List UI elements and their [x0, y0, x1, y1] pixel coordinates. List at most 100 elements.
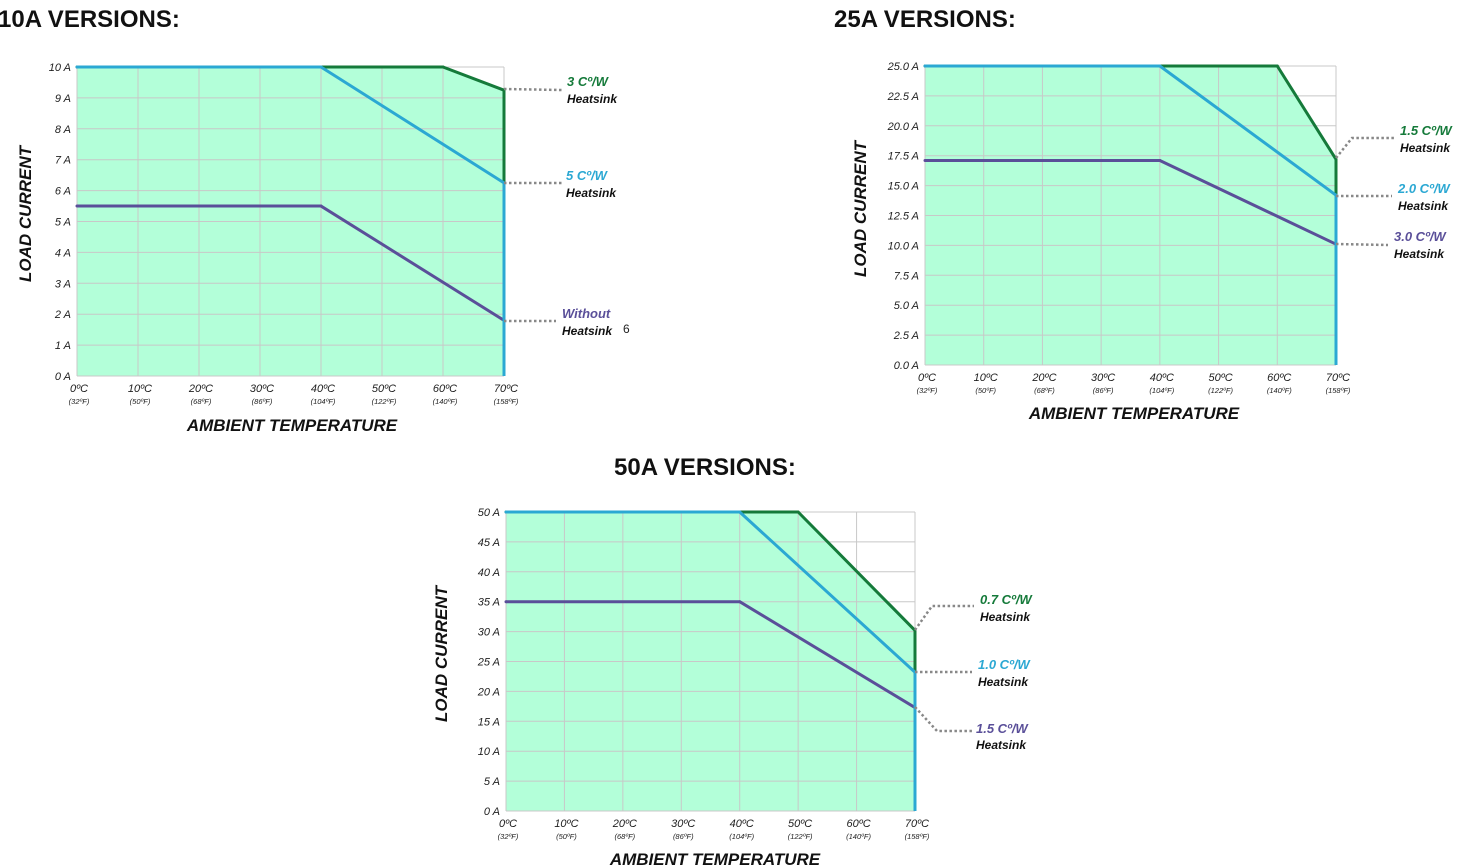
- x-tick-label: 0ºC: [918, 372, 936, 384]
- y-tick-label: 0 A: [484, 806, 500, 818]
- x-tick-sublabel: (158ºF): [494, 397, 519, 406]
- x-tick-label: 60ºC: [433, 383, 457, 395]
- y-tick-label: 5 A: [55, 217, 71, 229]
- annotation-rating: Without: [562, 306, 611, 321]
- x-tick-label: 10ºC: [554, 818, 578, 830]
- annotation-rating: 5 Cº/W: [566, 168, 609, 183]
- annotation-heatsink-label: Heatsink: [562, 324, 613, 338]
- series-point-cyan: [319, 65, 323, 69]
- x-tick-sublabel: (86ºF): [1093, 386, 1114, 395]
- y-tick-label: 0 A: [55, 371, 71, 383]
- annotation-leader-line: [1335, 242, 1389, 247]
- x-tick-label: 50ºC: [788, 818, 812, 830]
- annotation-heatsink-label: Heatsink: [567, 92, 618, 106]
- y-tick-label: 45 A: [478, 537, 500, 549]
- x-tick-sublabel: (122ºF): [1208, 386, 1233, 395]
- x-tick-sublabel: (68ºF): [615, 832, 636, 841]
- y-tick-label: 17.5 A: [888, 151, 919, 163]
- x-tick-sublabel: (68ºF): [191, 397, 212, 406]
- annotation-rating: 0.7 Cº/W: [980, 592, 1033, 607]
- annotation-rating: 2.0 Cº/W: [1397, 181, 1451, 196]
- annotation-footnote-mark: 6: [623, 322, 630, 336]
- x-tick-sublabel: (104ºF): [1149, 386, 1174, 395]
- y-tick-label: 35 A: [478, 597, 500, 609]
- series-point-cyan: [923, 64, 927, 68]
- x-tick-label: 10ºC: [128, 383, 152, 395]
- y-axis-label: LOAD CURRENT: [432, 584, 451, 722]
- series-point-purple: [1158, 158, 1162, 162]
- annotation-leader-line: [1335, 136, 1396, 159]
- x-tick-label: 70ºC: [494, 383, 518, 395]
- x-tick-sublabel: (86ºF): [252, 397, 273, 406]
- x-tick-label: 0ºC: [70, 383, 88, 395]
- x-tick-sublabel: (68ºF): [1034, 386, 1055, 395]
- x-tick-label: 70ºC: [905, 818, 929, 830]
- y-tick-label: 40 A: [478, 567, 500, 579]
- y-tick-label: 10.0 A: [888, 240, 919, 252]
- annotation-rating: 3 Cº/W: [567, 74, 610, 89]
- y-tick-label: 7 A: [55, 155, 71, 167]
- series-point-green: [441, 65, 445, 69]
- y-tick-label: 10 A: [49, 62, 71, 74]
- y-tick-label: 8 A: [55, 124, 71, 136]
- x-tick-sublabel: (50ºF): [556, 832, 577, 841]
- x-axis-label: AMBIENT TEMPERATURE: [1028, 404, 1240, 423]
- x-tick-label: 40ºC: [730, 818, 754, 830]
- chart-title: 50A VERSIONS:: [614, 454, 796, 481]
- y-tick-label: 50 A: [478, 507, 500, 519]
- x-tick-sublabel: (32ºF): [69, 397, 90, 406]
- chart-title: 10A VERSIONS:: [0, 6, 180, 33]
- x-tick-sublabel: (104ºF): [311, 397, 336, 406]
- series-point-cyan: [1158, 64, 1162, 68]
- y-tick-label: 1 A: [55, 340, 71, 352]
- annotation-heatsink-label: Heatsink: [978, 675, 1029, 689]
- x-tick-label: 40ºC: [311, 383, 335, 395]
- y-tick-label: 25.0 A: [887, 61, 919, 73]
- y-tick-label: 15.0 A: [888, 181, 919, 193]
- y-axis-label: LOAD CURRENT: [16, 144, 35, 282]
- x-tick-label: 20ºC: [1031, 372, 1056, 384]
- x-tick-label: 40ºC: [1150, 372, 1174, 384]
- annotation-heatsink-label: Heatsink: [1394, 247, 1445, 261]
- x-tick-label: 30ºC: [1091, 372, 1115, 384]
- x-tick-label: 20ºC: [188, 383, 213, 395]
- x-tick-label: 20ºC: [612, 818, 637, 830]
- x-tick-label: 50ºC: [1208, 372, 1232, 384]
- x-tick-label: 60ºC: [846, 818, 870, 830]
- x-tick-sublabel: (140ºF): [1267, 386, 1292, 395]
- y-tick-label: 7.5 A: [894, 270, 919, 282]
- x-tick-label: 60ºC: [1267, 372, 1291, 384]
- y-tick-label: 20 A: [477, 686, 500, 698]
- y-tick-label: 2.5 A: [893, 330, 919, 342]
- x-tick-sublabel: (158ºF): [1326, 386, 1351, 395]
- annotation-leader-line: [914, 706, 972, 733]
- chart-10a-versions: 10A VERSIONS: 0 A 1 A 2 A 3 A 4 A 5 A 6 A 7 A 8 A…: [0, 6, 630, 435]
- y-tick-label: 20.0 A: [887, 121, 919, 133]
- y-tick-label: 9 A: [55, 93, 71, 105]
- y-tick-label: 25 A: [477, 657, 500, 669]
- y-tick-label: 12.5 A: [888, 211, 919, 223]
- x-tick-sublabel: (122ºF): [788, 832, 813, 841]
- x-tick-sublabel: (104ºF): [729, 832, 754, 841]
- series-point-cyan: [75, 65, 79, 69]
- chart-title: 25A VERSIONS:: [834, 6, 1016, 33]
- y-tick-label: 22.5 A: [887, 91, 919, 103]
- annotation-leader-line: [503, 87, 563, 92]
- annotation-rating: 1.5 Cº/W: [1400, 123, 1453, 138]
- annotation-rating: 1.5 Cº/W: [976, 721, 1029, 736]
- annotation-heatsink-label: Heatsink: [976, 738, 1027, 752]
- x-tick-label: 10ºC: [974, 372, 998, 384]
- x-tick-sublabel: (50ºF): [975, 386, 996, 395]
- x-axis-label: AMBIENT TEMPERATURE: [186, 416, 398, 435]
- y-tick-label: 3 A: [55, 278, 71, 290]
- y-tick-label: 5.0 A: [894, 300, 919, 312]
- y-tick-label: 4 A: [55, 247, 71, 259]
- y-tick-label: 2 A: [54, 309, 71, 321]
- x-tick-label: 30ºC: [671, 818, 695, 830]
- y-axis-label: LOAD CURRENT: [851, 139, 870, 277]
- chart-50a-versions: 50A VERSIONS: 0 A 5 A 10 A 15 A 20 A 25 A 30 A 3…: [432, 454, 1033, 866]
- annotation-rating: 3.0 Cº/W: [1394, 229, 1447, 244]
- y-tick-label: 0.0 A: [894, 360, 919, 372]
- series-point-green: [1275, 64, 1279, 68]
